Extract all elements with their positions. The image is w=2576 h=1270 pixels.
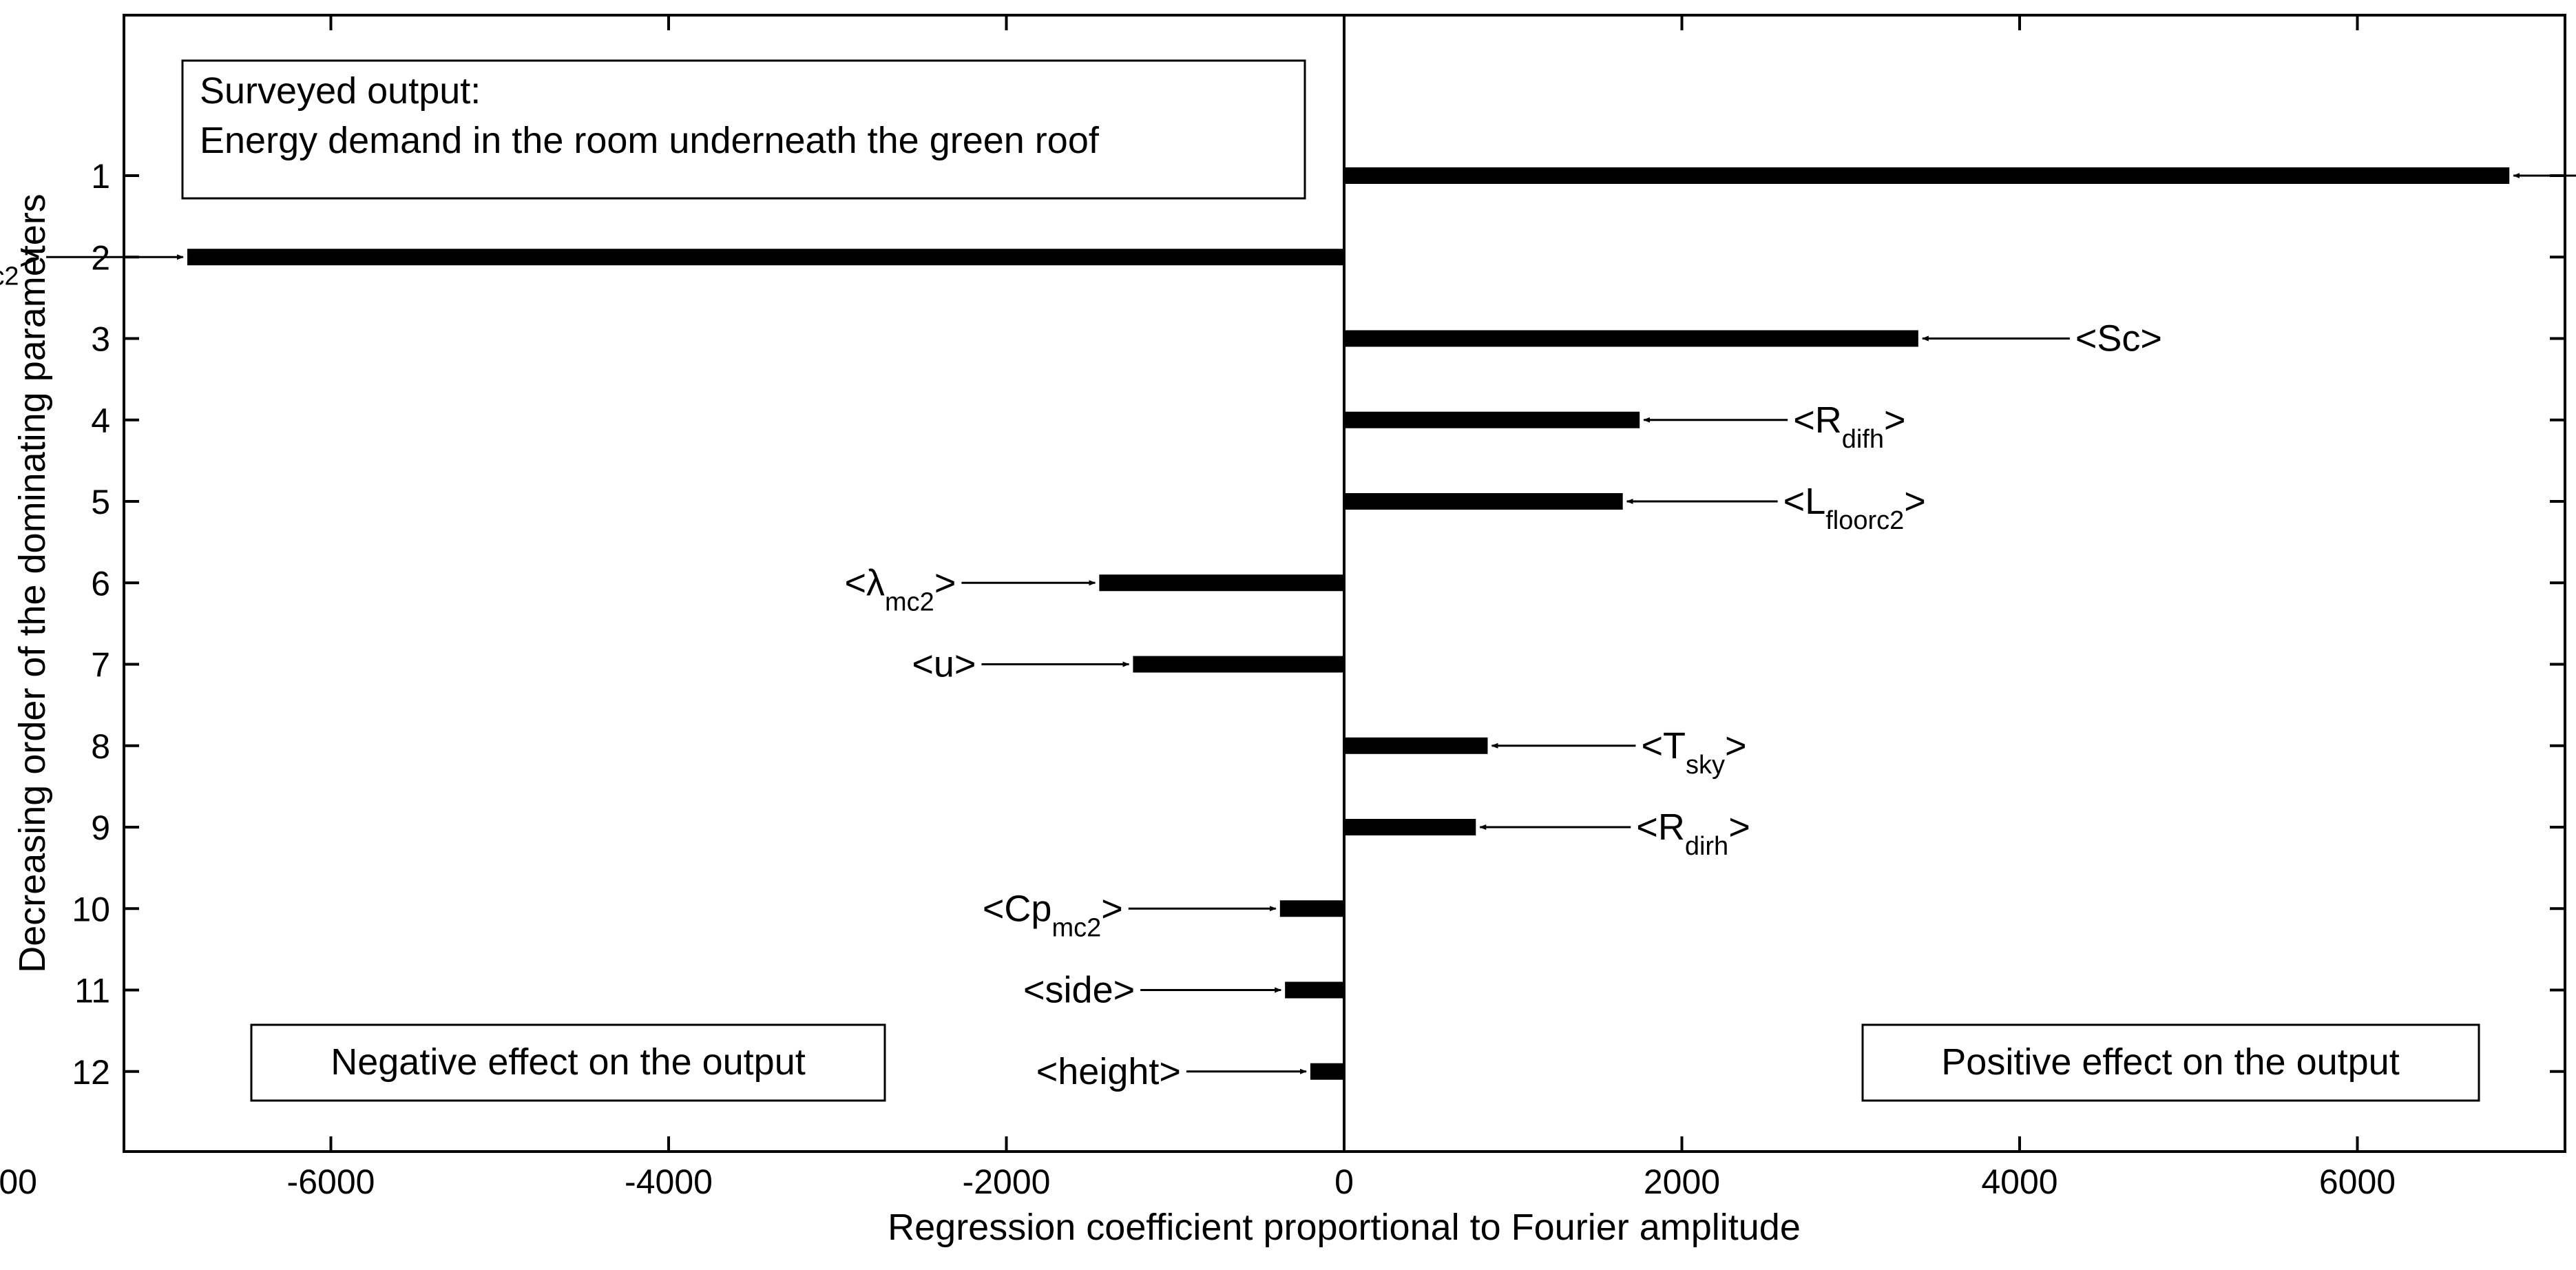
x-tick-label: -2000 — [963, 1163, 1051, 1201]
bar-label-subscript: mc2 — [0, 262, 19, 291]
bar-label-suffix: > — [2140, 318, 2162, 360]
bar-label-suffix: > — [1884, 399, 1906, 441]
surveyed-output-title: Surveyed output: — [200, 70, 481, 112]
bar-label-suffix: > — [1101, 888, 1123, 929]
bar-label-subscript: difh — [1842, 425, 1884, 454]
surveyed-output-box: Surveyed output: Energy demand in the ro… — [181, 59, 1306, 200]
y-tick-label: 4 — [91, 402, 110, 440]
y-tick-label: 9 — [91, 809, 110, 847]
bar-label-main: <T — [1641, 725, 1686, 767]
bar-label: <height> — [1036, 1051, 1181, 1092]
bar-label-main: <Sc — [2075, 318, 2141, 360]
x-tick-label: 4000 — [1981, 1163, 2057, 1201]
bar-label-suffix: > — [1904, 481, 1926, 522]
bar-rank-6 — [1099, 574, 1344, 592]
bar-label: <Rdifh> — [1793, 399, 1905, 454]
bars-group — [187, 167, 2510, 1080]
bar-label: <λmc2> — [844, 562, 956, 616]
bar-label-suffix: > — [954, 644, 976, 685]
bar-label-subscript: dirh — [1685, 832, 1728, 861]
bar-label-suffix: > — [19, 236, 41, 278]
bar-label-main: <R — [1793, 399, 1842, 441]
x-tick-label: -6000 — [287, 1163, 375, 1201]
bar-rank-3 — [1344, 330, 1918, 347]
bar-label-main: <side — [1023, 970, 1113, 1011]
bar-label-subscript: sky — [1686, 751, 1725, 780]
y-tick-label: 3 — [91, 320, 110, 359]
bar-label-suffix: > — [934, 562, 956, 603]
negative-effect-frame — [250, 1023, 886, 1102]
bar-label-suffix: > — [1725, 725, 1747, 767]
bar-rank-10 — [1279, 900, 1344, 917]
y-tick-label: 8 — [91, 727, 110, 766]
bar-rank-9 — [1344, 819, 1476, 835]
bar-label: <ρmc2> — [0, 236, 41, 291]
negative-effect-box: Negative effect on the output — [250, 1023, 886, 1102]
bar-rank-11 — [1285, 981, 1344, 999]
bar-label-main: <height — [1036, 1051, 1160, 1092]
y-tick-label: 10 — [72, 890, 110, 928]
positive-effect-frame — [1861, 1023, 2480, 1102]
y-tick-label: 1 — [91, 157, 110, 196]
y-axis-title: Decreasing order of the dominating param… — [12, 194, 53, 973]
bar-labels-group: <Text><ρmc2><Sc><Rdifh><Lfloorc2><λmc2><… — [0, 173, 2576, 1092]
bar-label-main: <L — [1783, 481, 1826, 522]
bar-label-main: <R — [1636, 806, 1685, 848]
bar-rank-2 — [187, 249, 1345, 266]
y-tick-label: 12 — [72, 1053, 110, 1092]
bar-label: <Cpmc2> — [983, 888, 1123, 942]
bar-rank-4 — [1344, 411, 1640, 428]
negative-effect-label: Negative effect on the output — [331, 1041, 806, 1083]
positive-effect-label: Positive effect on the output — [1941, 1041, 2399, 1083]
bar-rank-7 — [1133, 656, 1344, 673]
x-tick-label: -4000 — [625, 1163, 713, 1201]
bar-label: <Lfloorc2> — [1783, 481, 1926, 535]
bar-label-subscript: floorc2 — [1825, 506, 1904, 535]
y-tick-label: 6 — [91, 564, 110, 603]
x-tick-label: 2000 — [1644, 1163, 1720, 1201]
surveyed-output-text: Energy demand in the room underneath the… — [200, 120, 1100, 161]
x-axis-ticks: -8000-6000-4000-200002000400060008000 — [0, 15, 2396, 1201]
bar-label-main: <Cp — [983, 888, 1052, 929]
bar-label-subscript: mc2 — [885, 587, 934, 616]
y-tick-label: 11 — [74, 972, 110, 1010]
bar-label: <u> — [912, 644, 976, 685]
bar-rank-5 — [1344, 493, 1623, 510]
positive-effect-box: Positive effect on the output — [1861, 1023, 2480, 1102]
bar-label: <Sc> — [2075, 318, 2162, 360]
bar-label-suffix: > — [1113, 970, 1135, 1011]
x-axis-title: Regression coefficient proportional to F… — [888, 1207, 1801, 1248]
bar-rank-8 — [1344, 737, 1488, 754]
bar-label: <Rdirh> — [1636, 806, 1750, 861]
y-tick-label: 5 — [91, 483, 110, 521]
bar-label: <Tsky> — [1641, 725, 1746, 780]
bar-label: <side> — [1023, 970, 1135, 1011]
bar-label-main: <λ — [844, 562, 885, 603]
bar-label-suffix: > — [1728, 806, 1750, 848]
bar-label-subscript: mc2 — [1051, 913, 1101, 942]
bar-label-suffix: > — [1159, 1051, 1181, 1092]
bar-rank-12 — [1310, 1063, 1344, 1080]
x-tick-label: 0 — [1334, 1163, 1354, 1201]
bar-label-main: <u — [912, 644, 954, 685]
bar-rank-1 — [1344, 167, 2510, 184]
x-tick-label: 6000 — [2319, 1163, 2396, 1201]
x-tick-label: -8000 — [0, 1163, 37, 1201]
y-tick-label: 7 — [91, 646, 110, 685]
surveyed-output-frame — [181, 59, 1306, 200]
